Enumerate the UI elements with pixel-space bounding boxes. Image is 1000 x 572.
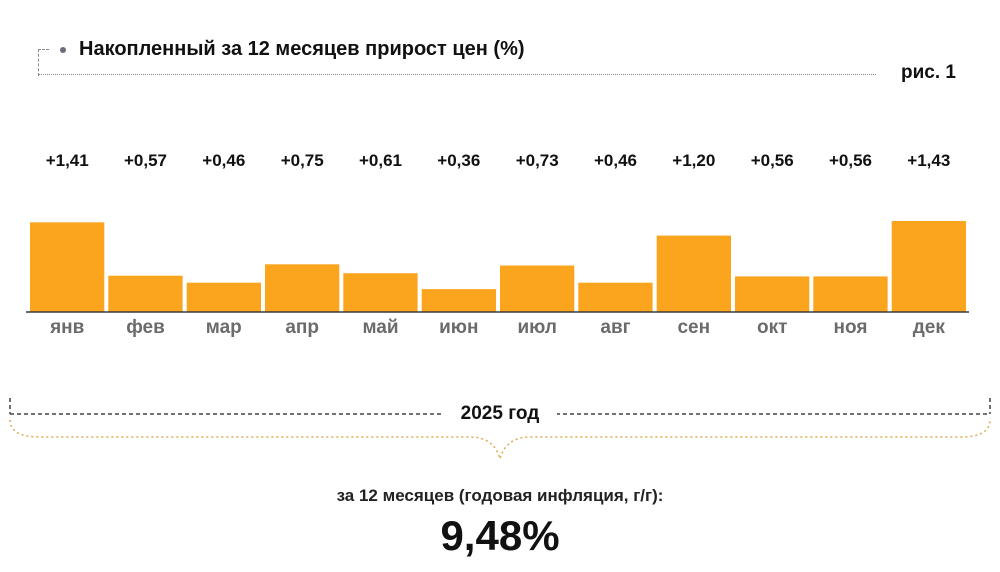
value-label-сен: +1,20: [672, 151, 715, 170]
value-label-янв: +1,41: [46, 151, 89, 170]
value-label-июн: +0,36: [437, 151, 480, 170]
category-label-сен: сен: [677, 317, 710, 338]
value-label-май: +0,61: [359, 151, 402, 170]
category-label-июн: июн: [439, 317, 478, 338]
bar-май: [343, 273, 418, 312]
chart-title: Накопленный за 12 месяцев прирост цен (%…: [79, 38, 525, 60]
value-label-апр: +0,75: [281, 151, 324, 170]
period-label: 2025 год: [0, 403, 1000, 425]
chart-header: Накопленный за 12 месяцев прирост цен (%…: [38, 38, 878, 76]
bar-сен: [656, 235, 731, 312]
bar-апр: [265, 264, 340, 312]
category-labels-group: янв фев мар апр май июн июл авг сен окт ноя дек: [49, 317, 945, 338]
category-label-ноя: ноя: [834, 317, 868, 338]
category-label-май: май: [362, 317, 398, 338]
value-label-окт: +0,56: [751, 151, 794, 170]
value-label-июл: +0,73: [516, 151, 559, 170]
bar-окт: [735, 276, 810, 312]
bar-ноя: [813, 276, 888, 312]
annual-inflation-value: 9,48%: [440, 512, 560, 559]
value-labels-group: +1,41 +0,57 +0,46 +0,75 +0,61 +0,36 +0,73 +0,46…: [46, 151, 951, 170]
value-label-фев: +0,57: [124, 151, 167, 170]
category-label-авг: авг: [600, 317, 630, 338]
value-label-авг: +0,46: [594, 151, 637, 170]
category-label-фев: фев: [126, 317, 165, 338]
period-label-text: 2025 год: [442, 403, 558, 424]
bar-мар: [186, 282, 261, 312]
category-label-мар: мар: [206, 317, 242, 338]
bar-июн: [421, 289, 496, 312]
year-brace-curve: [9, 419, 991, 462]
category-label-дек: дек: [913, 317, 946, 338]
category-label-янв: янв: [49, 317, 84, 338]
bullet-icon: [60, 47, 66, 53]
value-label-мар: +0,46: [202, 151, 245, 170]
value-label-ноя: +0,56: [829, 151, 872, 170]
annual-caption: за 12 месяцев (годовая инфляция, г/г):: [336, 486, 664, 505]
bar-фев: [108, 275, 183, 312]
bar-янв: [30, 222, 105, 312]
category-label-апр: апр: [285, 317, 319, 338]
bars-group: [30, 221, 966, 312]
bar-chart: +1,41 +0,57 +0,46 +0,75 +0,61 +0,36 +0,73 +0,46…: [9, 151, 991, 462]
value-label-дек: +1,43: [907, 151, 950, 170]
category-label-июл: июл: [517, 317, 557, 338]
bar-дек: [891, 221, 966, 312]
category-label-окт: окт: [757, 317, 787, 338]
figure-label: рис. 1: [901, 62, 956, 83]
title-bracket: [38, 49, 49, 76]
bar-июл: [500, 265, 575, 312]
title-underline: [38, 74, 876, 75]
bar-авг: [578, 282, 653, 312]
